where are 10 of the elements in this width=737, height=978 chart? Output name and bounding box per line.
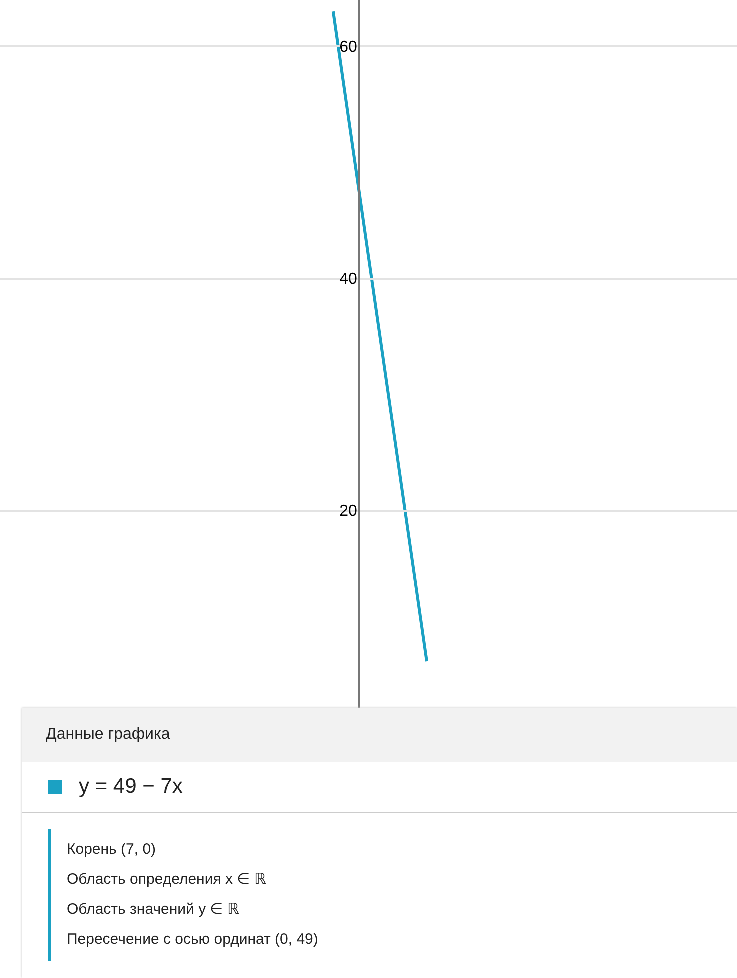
y-tick-label: 40 xyxy=(340,271,358,288)
line-series xyxy=(332,10,428,664)
text: Область определения x ∈ ℝ xyxy=(67,870,268,890)
legend-title: Данные графика xyxy=(22,708,737,762)
y-tick-label: 20 xyxy=(340,503,358,520)
legend-label: y = 49 − 7x xyxy=(79,775,183,799)
text: Корень (7, 0) xyxy=(67,840,158,860)
text: Пересечение с осью ординат (0, 49) xyxy=(67,930,320,950)
y-tick-label: 60 xyxy=(340,38,358,56)
text: Область значений y ∈ ℝ xyxy=(67,900,240,920)
